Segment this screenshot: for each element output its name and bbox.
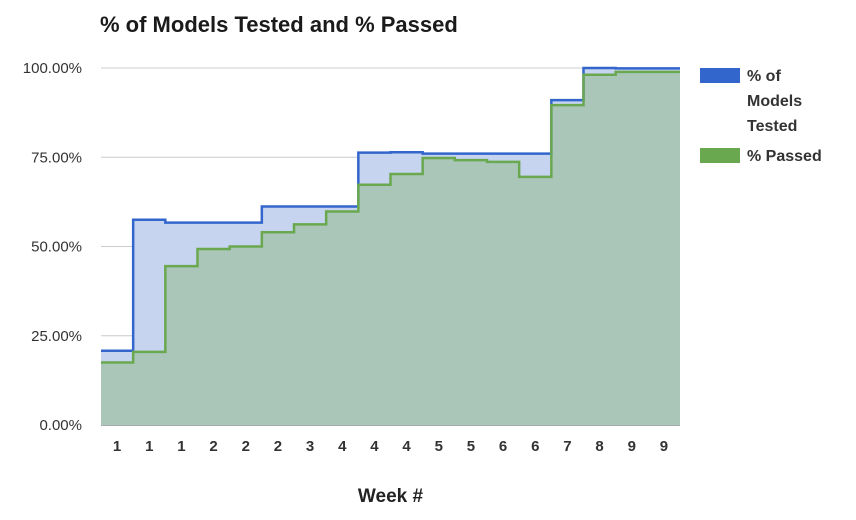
x-tick-label: 2 bbox=[242, 438, 250, 455]
legend-label: % of Models Tested bbox=[747, 68, 802, 135]
x-axis-label: Week # bbox=[358, 486, 424, 507]
x-tick-label: 8 bbox=[595, 438, 603, 455]
y-tick-label: 50.00% bbox=[31, 239, 82, 256]
x-tick-label: 2 bbox=[274, 438, 282, 455]
y-tick-label: 0.00% bbox=[39, 417, 82, 434]
legend: % of Models Tested % Passed bbox=[700, 68, 822, 165]
x-tick-label: 3 bbox=[306, 438, 314, 455]
x-tick-label: 1 bbox=[177, 438, 185, 455]
chart-title: % of Models Tested and % Passed bbox=[100, 12, 458, 37]
x-tick-label: 4 bbox=[370, 438, 379, 455]
y-tick-label: 100.00% bbox=[23, 60, 82, 77]
x-tick-label: 5 bbox=[467, 438, 475, 455]
x-tick-label: 1 bbox=[113, 438, 121, 455]
x-tick-label: 9 bbox=[660, 438, 668, 455]
legend-swatch bbox=[700, 148, 740, 163]
y-axis: 0.00% 25.00% 50.00% 75.00% 100.00% bbox=[23, 60, 82, 434]
x-tick-label: 1 bbox=[145, 438, 153, 455]
x-tick-label: 4 bbox=[402, 438, 411, 455]
x-tick-label: 6 bbox=[499, 438, 507, 455]
x-tick-label: 5 bbox=[435, 438, 443, 455]
series-lines bbox=[101, 66, 680, 364]
series-area-1 bbox=[101, 71, 680, 425]
legend-swatch bbox=[700, 68, 740, 83]
x-tick-label: 9 bbox=[628, 438, 636, 455]
y-tick-label: 25.00% bbox=[31, 328, 82, 345]
series-line-1 bbox=[101, 70, 680, 364]
y-tick-label: 75.00% bbox=[31, 149, 82, 166]
legend-label: % Passed bbox=[747, 148, 822, 165]
plot-area bbox=[101, 68, 680, 425]
x-tick-label: 4 bbox=[338, 438, 347, 455]
x-tick-label: 2 bbox=[209, 438, 217, 455]
x-axis: 1 1 1 2 2 2 3 4 4 4 5 5 6 6 7 8 9 9 Week # bbox=[113, 438, 668, 507]
x-tick-label: 6 bbox=[531, 438, 539, 455]
x-tick-label: 7 bbox=[563, 438, 571, 455]
